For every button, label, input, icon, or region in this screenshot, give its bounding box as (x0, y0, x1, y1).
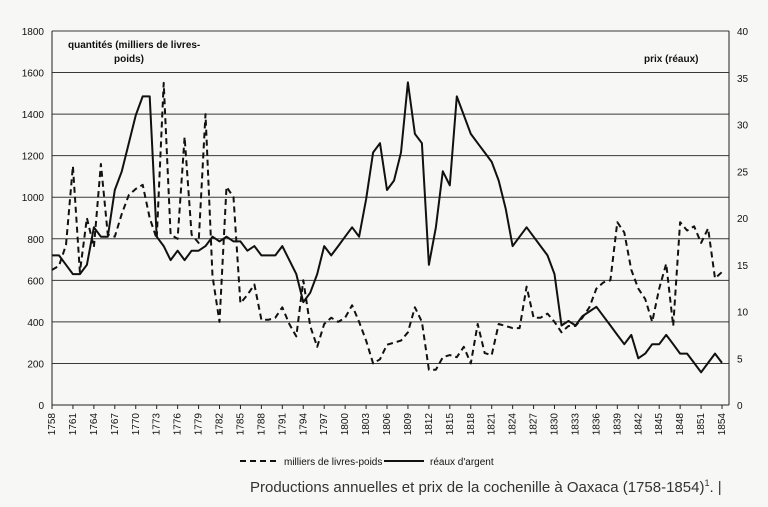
x-tick-label: 1788 (256, 413, 267, 436)
x-tick-label: 1800 (340, 413, 351, 436)
x-tick-label: 1797 (319, 413, 330, 436)
x-tick-label: 1776 (173, 413, 184, 436)
y-left-tick-label: 1000 (22, 193, 45, 204)
y-right-tick-label: 40 (737, 27, 749, 38)
y-right-tick-label: 5 (737, 354, 743, 365)
y-right-tick-label: 35 (737, 74, 749, 85)
y-left-tick-label: 400 (27, 318, 44, 329)
x-tick-label: 1767 (110, 413, 121, 436)
x-tick-label: 1809 (403, 413, 414, 436)
y-left-label-cont: poids) (114, 54, 144, 65)
y-left-label: quantités (milliers de livres- (68, 40, 200, 51)
x-tick-label: 1812 (424, 413, 435, 436)
x-tick-label: 1758 (47, 413, 58, 436)
right-axis-ticks: 0 5 10 15 20 25 30 35 40 (737, 27, 749, 412)
y-right-tick-label: 10 (737, 308, 749, 319)
x-tick-label: 1779 (194, 413, 205, 436)
x-tick-label: 1782 (215, 413, 226, 436)
x-tick-label: 1815 (445, 413, 456, 436)
x-tick-label: 1842 (633, 413, 644, 436)
caption-tail: . | (709, 479, 722, 496)
x-tick-label: 1848 (675, 413, 686, 436)
x-tick-label: 1764 (89, 413, 100, 436)
x-tick-label: 1839 (612, 413, 623, 436)
series-line-quantities (51, 81, 723, 371)
x-tick-label: 1830 (550, 413, 561, 436)
x-tick-label: 1854 (717, 413, 728, 436)
y-left-tick-label: 200 (27, 359, 44, 370)
x-tick-label: 1785 (235, 413, 246, 436)
x-tick-label: 1794 (298, 413, 309, 436)
legend-label-price: réaux d'argent (430, 457, 494, 468)
x-tick-label: 1824 (508, 413, 519, 436)
y-left-tick-label: 600 (27, 276, 44, 287)
series-layer (51, 81, 723, 374)
caption-text: Productions annuelles et prix de la coch… (250, 479, 705, 496)
y-left-tick-label: 1400 (22, 110, 45, 121)
legend: milliers de livres-poids réaux d'argent (240, 457, 494, 468)
x-tick-label: 1770 (131, 413, 142, 436)
x-tick-label: 1833 (570, 413, 581, 436)
x-axis-ticks: 1758 1761 1764 1767 1770 1773 1776 1779 1782 1785… (47, 405, 728, 435)
y-right-tick-label: 15 (737, 261, 749, 272)
x-tick-label: 1803 (361, 413, 372, 436)
y-left-tick-label: 800 (27, 235, 44, 246)
y-left-tick-label: 1600 (22, 69, 45, 80)
y-left-tick-label: 1200 (22, 152, 45, 163)
series-line-price (52, 81, 723, 374)
x-tick-label: 1818 (466, 413, 477, 436)
gridlines (52, 30, 729, 364)
x-tick-label: 1773 (152, 413, 163, 436)
y-right-label: prix (réaux) (644, 54, 698, 65)
x-tick-label: 1821 (487, 413, 498, 436)
x-tick-label: 1791 (277, 413, 288, 436)
chart-caption: Productions annuelles et prix de la coch… (250, 478, 722, 496)
legend-label-quantities: milliers de livres-poids (284, 457, 382, 468)
y-right-tick-label: 0 (737, 401, 743, 412)
x-tick-label: 1845 (654, 413, 665, 436)
y-right-tick-label: 20 (737, 214, 749, 225)
y-right-tick-label: 30 (737, 121, 749, 132)
x-tick-label: 1827 (529, 413, 540, 436)
caption-footnote-mark: 1 (704, 478, 710, 488)
y-left-tick-label: 1800 (22, 27, 45, 38)
x-tick-label: 1836 (591, 413, 602, 436)
y-left-tick-label: 0 (38, 401, 44, 412)
x-tick-label: 1851 (696, 413, 707, 436)
left-axis-ticks: 0 200 400 600 800 1000 1200 1400 1600 1800 (22, 27, 45, 412)
x-tick-label: 1806 (382, 413, 393, 436)
y-right-tick-label: 25 (737, 167, 749, 178)
x-tick-label: 1761 (68, 413, 79, 436)
